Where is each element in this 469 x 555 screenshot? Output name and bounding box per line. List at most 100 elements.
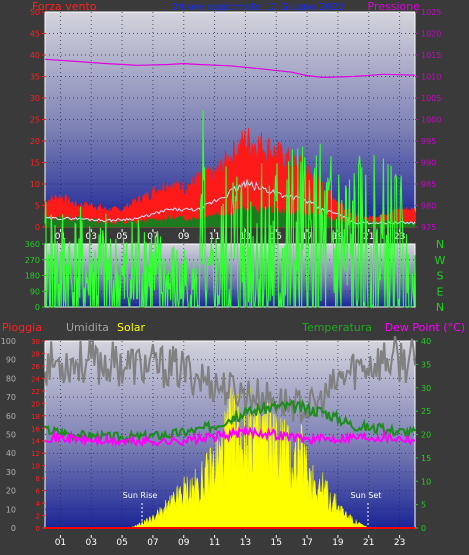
wind-x-tick: 01: [55, 232, 66, 242]
temperature-y-tick: 15: [421, 454, 431, 463]
pressure-y-tick: 1010: [421, 73, 441, 82]
temperature-y-tick: 10: [421, 477, 431, 486]
lower-axes: 0102030405060708090100024681012141618202…: [1, 337, 431, 548]
wind-y-tick: 15: [30, 159, 40, 168]
temperature-y-tick: 30: [421, 384, 431, 393]
humidity-y-tick: 30: [6, 468, 16, 477]
direction-y-tick: 180: [25, 272, 40, 281]
pressure-series: [44, 58, 416, 79]
wind-y-tick: 25: [30, 116, 40, 125]
lower-x-tick: 03: [86, 538, 97, 548]
rain-y-tick: 20: [31, 400, 40, 408]
wind-y-tick: 0: [35, 223, 40, 232]
rain-y-tick: 4: [36, 500, 41, 508]
pressure-y-tick: 1000: [421, 116, 441, 125]
rain-y-tick: 16: [31, 425, 40, 433]
rain-title: Pioggia: [2, 321, 42, 334]
rain-y-tick: 18: [31, 413, 40, 421]
center-title: 24 ore aggiornate 10 Giugno 2022: [172, 2, 345, 13]
pressure-y-tick: 985: [421, 180, 436, 189]
compass-e: E: [437, 285, 444, 298]
wind-x-tick: 09: [178, 232, 190, 242]
humidity-y-tick: 80: [6, 374, 16, 383]
temperature-y-tick: 0: [421, 524, 426, 533]
pressure-y-tick: 990: [421, 159, 436, 168]
lower-x-tick: 09: [178, 538, 190, 548]
rain-y-tick: 10: [31, 463, 40, 471]
humidity-y-tick: 70: [6, 393, 16, 402]
direction-y-tick: 360: [25, 240, 40, 249]
temperature-y-tick: 5: [421, 501, 426, 510]
rain-y-tick: 28: [31, 350, 40, 358]
lower-x-tick: 11: [209, 538, 220, 548]
lower-x-tick: 17: [301, 538, 312, 548]
wind-y-tick: 50: [30, 8, 40, 17]
rain-y-tick: 12: [31, 450, 40, 458]
humidity-y-tick: 50: [6, 431, 16, 440]
lower-x-tick: 07: [147, 538, 158, 548]
wind-y-tick: 30: [30, 94, 40, 103]
humidity-y-tick: 40: [6, 449, 16, 458]
lower-series: [44, 336, 416, 529]
direction-y-tick: 90: [30, 287, 40, 296]
wind-y-tick: 35: [30, 73, 40, 82]
pressure-y-tick: 975: [421, 223, 436, 232]
direction-y-tick: 0: [35, 303, 40, 312]
wind-x-tick: 07: [147, 232, 158, 242]
direction-series: [44, 110, 416, 309]
lower-x-tick: 01: [55, 538, 66, 548]
rain-y-tick: 22: [31, 388, 40, 396]
lower-x-tick: 13: [240, 538, 251, 548]
rain-y-tick: 14: [31, 438, 40, 446]
dewpoint-title: Dew Point (°C): [385, 321, 465, 334]
humidity-y-tick: 10: [6, 505, 16, 514]
wind-x-tick: 21: [363, 232, 374, 242]
rain-y-tick: 8: [36, 475, 40, 483]
humidity-y-tick: 60: [6, 412, 16, 421]
lower-x-tick: 23: [394, 538, 405, 548]
rain-y-tick: 26: [31, 363, 40, 371]
wind-x-tick: 05: [116, 232, 127, 242]
pressure-y-tick: 995: [421, 137, 436, 146]
temperature-y-tick: 35: [421, 360, 431, 369]
temperature-title: Temperatura: [301, 321, 372, 334]
humidity-y-tick: 0: [11, 524, 16, 533]
wind-x-tick: 11: [209, 232, 220, 242]
wind-x-tick: 17: [301, 232, 312, 242]
temperature-y-tick: 20: [421, 431, 431, 440]
lower-x-tick: 21: [363, 538, 374, 548]
direction-axes: 0 90 180 270 360: [25, 240, 45, 312]
temperature-y-tick: 40: [421, 337, 431, 346]
lower-x-tick: 15: [271, 538, 282, 548]
rain-y-tick: 0: [36, 525, 40, 533]
rain-y-tick: 24: [31, 375, 40, 383]
wind-y-tick: 5: [35, 202, 40, 211]
pressure-y-tick: 1015: [421, 51, 441, 60]
humidity-series: [44, 336, 416, 424]
wind-y-tick: 45: [30, 30, 40, 39]
compass-w: W: [435, 254, 446, 267]
solar-series: [129, 387, 369, 529]
wind-y-tick: 20: [30, 137, 40, 146]
pressure-y-tick: 1025: [421, 8, 441, 17]
wind-x-tick: 13: [240, 232, 251, 242]
pressure-title: Pressione: [368, 0, 421, 13]
compass-n: N: [436, 238, 444, 251]
sunrise-label: Sun Rise: [123, 491, 158, 500]
humidity-title: Umidita: [66, 321, 109, 334]
dewpoint-series: [45, 423, 415, 448]
rain-y-tick: 2: [36, 513, 40, 521]
compass-n: N: [436, 301, 444, 314]
solar-title: Solar: [117, 321, 146, 334]
rain-y-tick: 30: [31, 338, 40, 346]
wind-title: Forza vento: [32, 0, 97, 13]
lower-x-tick: 05: [116, 538, 127, 548]
humidity-y-tick: 20: [6, 487, 16, 496]
pressure-y-tick: 1020: [421, 30, 441, 39]
wind-y-tick: 10: [30, 180, 40, 189]
humidity-y-tick: 90: [6, 356, 16, 365]
wind-x-tick: 03: [86, 232, 97, 242]
